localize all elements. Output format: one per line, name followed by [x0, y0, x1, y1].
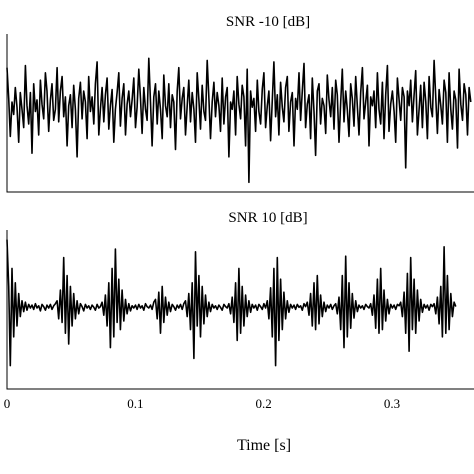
x-tick-label: 0.1 — [127, 396, 143, 411]
x-tick-label: 0 — [4, 396, 11, 411]
x-tick-labels: 0 0.1 0.2 0.3 — [4, 396, 400, 411]
top-signal-trace — [6, 57, 472, 184]
top-panel-title: SNR -10 [dB] — [226, 14, 310, 30]
bottom-panel: SNR 10 [dB] 0 0.1 0.2 0.3 Time [s] — [4, 210, 474, 454]
x-axis-label: Time [s] — [237, 437, 291, 454]
bottom-panel-title: SNR 10 [dB] — [228, 210, 307, 226]
top-panel: SNR -10 [dB] — [6, 14, 474, 193]
bottom-panel-axis — [6, 230, 474, 390]
x-tick-label: 0.2 — [256, 396, 272, 411]
top-panel-axis — [6, 34, 474, 193]
bottom-signal-trace — [6, 239, 457, 367]
x-tick-label: 0.3 — [384, 396, 400, 411]
